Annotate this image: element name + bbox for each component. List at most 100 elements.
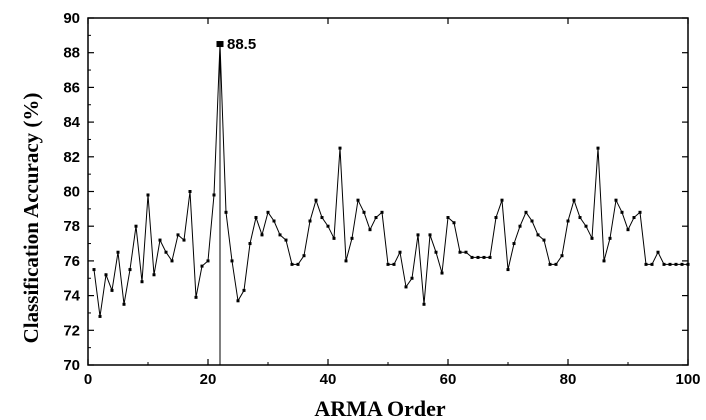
data-point [626,228,630,232]
peak-marker [216,41,224,48]
data-point [332,236,336,240]
data-point [680,262,684,266]
data-point [656,250,660,254]
y-tick-label: 74 [63,288,80,305]
data-point [176,233,180,237]
data-point [620,210,624,214]
data-point [500,198,504,202]
data-point [572,198,576,202]
data-point [92,268,96,272]
data-point [98,314,102,318]
x-tick-label: 100 [675,371,700,388]
y-tick-label: 84 [63,114,80,131]
data-point [602,259,606,263]
data-point [224,210,228,214]
data-point [410,276,414,280]
data-point [686,262,690,266]
data-point [128,268,132,272]
plot-area [87,17,690,366]
y-tick-label: 78 [63,218,80,235]
data-point [152,273,156,277]
data-point [554,262,558,266]
data-point [104,273,108,277]
data-point [584,224,588,228]
x-tick-label: 40 [320,371,337,388]
data-point [296,262,300,266]
y-axis: 70 72 74 76 78 80 82 84 86 88 90 [63,10,688,374]
data-point [494,216,498,220]
data-point [122,302,126,306]
data-point [170,259,174,263]
data-point [362,210,366,214]
data-point [314,198,318,202]
y-tick-label: 76 [63,253,80,270]
x-tick-label: 0 [84,371,92,388]
data-point [434,250,438,254]
data-point [446,216,450,220]
series-line [93,43,688,317]
data-point [386,262,390,266]
data-point [404,285,408,289]
peak-annotation: 88.5 [227,36,256,53]
data-point [560,254,564,258]
data-point [146,193,150,197]
data-point [356,198,360,202]
data-point [134,224,138,228]
x-axis-title: ARMA Order [314,396,446,420]
data-point [452,221,456,225]
data-point [608,236,612,240]
data-point [158,238,162,242]
x-tick-label: 60 [440,371,457,388]
data-point [530,219,534,223]
y-tick-label: 72 [63,322,80,339]
data-point [200,264,204,268]
y-tick-label: 70 [63,357,80,374]
data-point [536,233,540,237]
data-point [476,255,480,259]
data-point [290,262,294,266]
data-point [278,233,282,237]
data-point [284,238,288,242]
data-point [398,250,402,254]
data-point [578,216,582,220]
data-point [116,250,120,254]
data-point [458,250,462,254]
data-point [140,280,144,284]
data-point [254,216,258,220]
data-point [590,236,594,240]
data-point [326,224,330,228]
data-point [248,242,252,246]
data-point [320,216,324,220]
data-point [542,238,546,242]
data-point [650,262,654,266]
data-point [344,259,348,263]
data-point [512,242,516,246]
data-point [596,146,600,150]
data-point [632,216,636,220]
x-tick-label: 20 [200,371,217,388]
data-point [440,271,444,275]
y-tick-label: 88 [63,45,80,62]
data-point [230,259,234,263]
data-point [194,295,198,299]
data-point [338,146,342,150]
data-point [182,238,186,242]
data-point [260,233,264,237]
data-point [308,219,312,223]
data-point [110,288,114,292]
data-point [638,210,642,214]
data-point [368,228,372,232]
data-point [482,255,486,259]
data-point [374,216,378,220]
data-point [668,262,672,266]
data-point [422,302,426,306]
data-point [212,193,216,197]
data-point [662,262,666,266]
data-point [380,210,384,214]
data-point [470,255,474,259]
data-point [464,250,468,254]
data-point [302,254,306,258]
data-point [236,299,240,303]
data-point [518,224,522,228]
